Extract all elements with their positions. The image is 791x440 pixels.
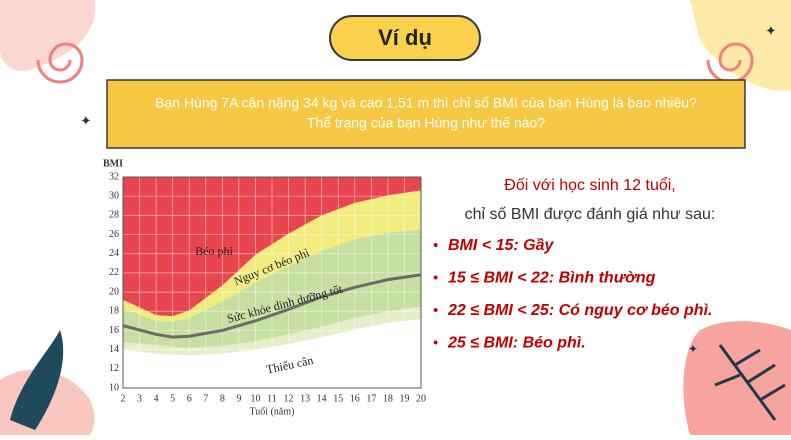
criteria-item: 25 ≤ BMI: Béo phì. — [447, 335, 586, 352]
criteria-intro: chỉ số BMI được đánh giá như sau: — [465, 206, 716, 223]
x-tick-label: 14 — [317, 393, 327, 404]
y-tick-label: 20 — [109, 286, 119, 297]
bullet: • — [433, 237, 438, 254]
bullet: • — [433, 269, 438, 286]
x-tick-label: 17 — [366, 393, 376, 404]
y-tick-label: 18 — [109, 306, 119, 317]
question-line: Bạn Hùng 7A cân nặng 34 kg và cao 1,51 m… — [155, 95, 697, 111]
x-tick-label: 6 — [187, 393, 192, 404]
y-tick-label: 16 — [109, 325, 119, 336]
title: Ví dụ — [378, 25, 432, 50]
x-tick-label: 12 — [284, 393, 294, 404]
y-tick-label: 28 — [109, 210, 119, 221]
criteria-item: 15 ≤ BMI < 22: Bình thường — [448, 270, 656, 287]
criteria-item: 22 ≤ BMI < 25: Có nguy cơ béo phì. — [447, 302, 712, 319]
y-tick-label: 12 — [109, 363, 119, 374]
criteria-item: BMI < 15: Gầy — [448, 237, 554, 254]
x-tick-label: 18 — [383, 393, 393, 404]
median-line — [122, 273, 422, 339]
x-tick-label: 9 — [236, 393, 241, 404]
x-axis-label: Tuổi (năm) — [250, 406, 295, 417]
criteria-list: • BMI < 15: Gầy • 15 ≤ BMI < 22: Bình thườn… — [433, 237, 712, 352]
y-tick-label: 30 — [109, 190, 119, 201]
x-tick-label: 2 — [121, 393, 126, 404]
x-tick-label: 4 — [154, 393, 159, 404]
chart: 10 12 14 16 18 20 22 24 26 28 30 32 2 3 4 5 6 7 8 9 10 11 12 13… — [103, 158, 426, 417]
x-tick-label: 11 — [267, 393, 277, 404]
leaf — [10, 330, 64, 430]
bullet: • — [433, 302, 438, 319]
y-tick-label: 10 — [109, 382, 119, 393]
title-pill — [329, 15, 481, 61]
zone-label: Béo phì — [195, 244, 233, 258]
bullet: • — [433, 334, 438, 351]
star: ✦ — [688, 342, 698, 356]
plot-frame — [122, 176, 422, 389]
x-tick-label: 20 — [416, 393, 426, 404]
y-tick-label: 32 — [109, 171, 119, 182]
question-line: Thể trạng của bạn Hùng như thế nào? — [307, 115, 545, 131]
star: ✦ — [765, 23, 777, 39]
x-tick-label: 15 — [333, 393, 343, 404]
x-tick-label: 19 — [399, 393, 409, 404]
y-tick-label: 24 — [109, 248, 119, 259]
y-tick-label: 22 — [109, 267, 119, 278]
leaf-vein — [714, 344, 786, 421]
star: ✦ — [80, 113, 92, 129]
y-tick-label: 26 — [109, 229, 119, 240]
criteria-intro: Đối với học sinh 12 tuổi, — [504, 176, 675, 194]
y-tick-label: 14 — [109, 344, 119, 355]
corner-blob — [0, 0, 96, 71]
question-box — [106, 79, 746, 149]
x-tick-label: 16 — [350, 393, 360, 404]
x-tick-label: 7 — [203, 393, 208, 404]
x-tick-label: 5 — [170, 393, 175, 404]
x-tick-label: 13 — [300, 393, 310, 404]
x-tick-label: 10 — [250, 393, 260, 404]
spiral — [36, 42, 84, 84]
x-tick-label: 8 — [220, 393, 225, 404]
x-tick-label: 3 — [137, 393, 142, 404]
y-axis-label: BMI — [103, 158, 123, 169]
